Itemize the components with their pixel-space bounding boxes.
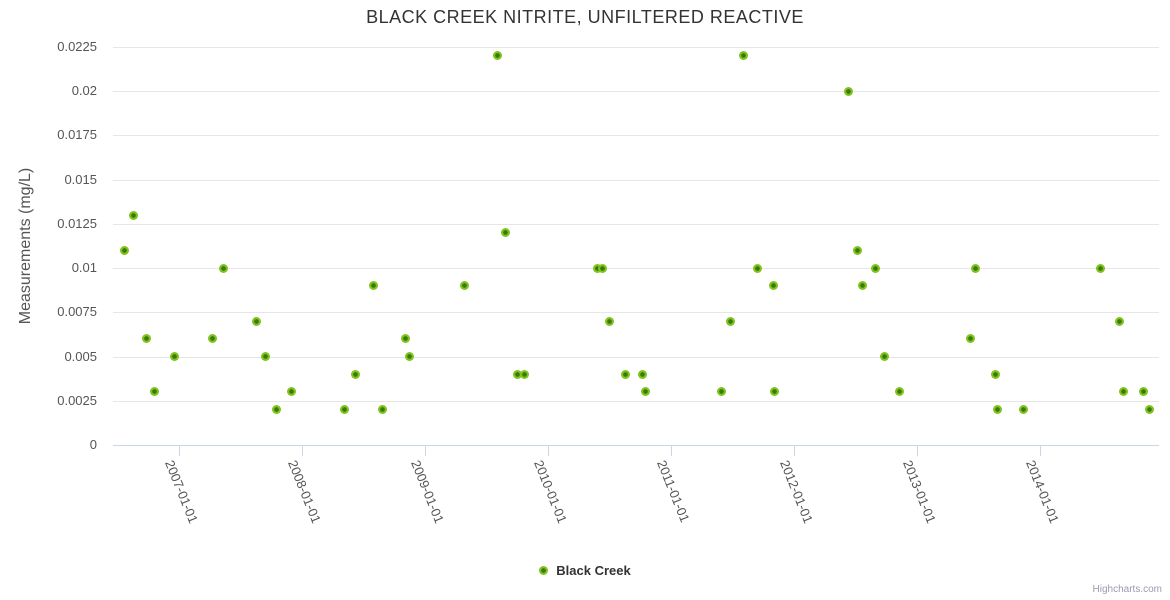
x-axis-label: 2011-01-01 bbox=[654, 458, 693, 525]
data-point[interactable] bbox=[520, 369, 530, 379]
data-point[interactable] bbox=[404, 352, 414, 362]
x-axis-tick bbox=[548, 446, 550, 456]
y-gridline bbox=[113, 135, 1159, 137]
data-point[interactable] bbox=[592, 263, 602, 273]
data-point[interactable] bbox=[512, 369, 522, 379]
data-point[interactable] bbox=[208, 334, 218, 344]
x-axis-tick bbox=[179, 446, 181, 456]
data-point[interactable] bbox=[150, 387, 160, 397]
data-point[interactable] bbox=[870, 263, 880, 273]
data-point[interactable] bbox=[1115, 316, 1125, 326]
data-point[interactable] bbox=[597, 263, 607, 273]
y-axis-label: 0.0075 bbox=[57, 304, 97, 320]
data-point[interactable] bbox=[843, 86, 853, 96]
legend-marker-icon bbox=[539, 566, 549, 575]
data-point[interactable] bbox=[1144, 405, 1154, 415]
data-point[interactable] bbox=[1095, 263, 1105, 273]
data-point[interactable] bbox=[768, 281, 778, 291]
y-gridline bbox=[113, 400, 1159, 402]
x-axis-tick bbox=[671, 446, 673, 456]
x-axis-tick bbox=[425, 446, 427, 456]
y-axis-label: 0.005 bbox=[64, 348, 97, 364]
data-point[interactable] bbox=[895, 387, 905, 397]
data-point[interactable] bbox=[621, 369, 631, 379]
data-point[interactable] bbox=[1019, 405, 1029, 415]
y-gridline bbox=[113, 356, 1159, 358]
y-axis-label: 0.0025 bbox=[57, 392, 97, 408]
data-point[interactable] bbox=[500, 228, 510, 238]
data-point[interactable] bbox=[369, 281, 379, 291]
data-point[interactable] bbox=[252, 316, 262, 326]
data-point[interactable] bbox=[339, 405, 349, 415]
x-axis-tick bbox=[302, 446, 304, 456]
y-gridline bbox=[113, 47, 1159, 48]
y-axis-label: 0.02 bbox=[71, 83, 97, 99]
data-point[interactable] bbox=[769, 387, 779, 397]
data-point[interactable] bbox=[460, 281, 470, 291]
chart-title: BLACK CREEK NITRITE, UNFILTERED REACTIVE bbox=[366, 7, 804, 27]
data-point[interactable] bbox=[640, 387, 650, 397]
data-point[interactable] bbox=[993, 405, 1003, 415]
legend-item[interactable]: Black Creek bbox=[0, 563, 1170, 578]
data-point[interactable] bbox=[858, 281, 868, 291]
y-gridline bbox=[113, 179, 1159, 181]
data-point[interactable] bbox=[716, 387, 726, 397]
data-point[interactable] bbox=[752, 263, 762, 273]
y-axis-label: 0.015 bbox=[64, 171, 97, 187]
y-axis-label: 0.0225 bbox=[57, 39, 97, 54]
data-point[interactable] bbox=[1138, 387, 1148, 397]
x-axis-label: 2013-01-01 bbox=[899, 458, 939, 526]
x-axis-label: 2008-01-01 bbox=[285, 458, 325, 526]
x-axis-label: 2012-01-01 bbox=[777, 458, 816, 526]
data-point[interactable] bbox=[169, 352, 179, 362]
data-point[interactable] bbox=[377, 405, 387, 415]
data-point[interactable] bbox=[725, 316, 735, 326]
data-point[interactable] bbox=[971, 263, 981, 273]
y-axis-title: Measurements (mg/L) bbox=[17, 167, 34, 325]
data-point[interactable] bbox=[401, 334, 411, 344]
y-axis-label: 0.01 bbox=[71, 260, 97, 276]
data-point[interactable] bbox=[119, 245, 129, 255]
data-point[interactable] bbox=[638, 369, 648, 379]
x-axis-label: 2007-01-01 bbox=[162, 458, 202, 526]
data-point[interactable] bbox=[880, 352, 890, 362]
data-point[interactable] bbox=[141, 334, 151, 344]
data-point[interactable] bbox=[129, 210, 139, 220]
x-axis-label: 2014-01-01 bbox=[1022, 458, 1062, 526]
data-point[interactable] bbox=[493, 51, 503, 61]
highcharts-credit-link[interactable]: Highcharts.com bbox=[1092, 584, 1162, 595]
data-point[interactable] bbox=[350, 369, 360, 379]
y-gridline bbox=[113, 223, 1159, 225]
x-axis-label: 2010-01-01 bbox=[531, 458, 571, 526]
data-point[interactable] bbox=[739, 51, 749, 61]
data-point[interactable] bbox=[1118, 387, 1128, 397]
data-point[interactable] bbox=[966, 334, 976, 344]
data-point[interactable] bbox=[605, 316, 615, 326]
data-point[interactable] bbox=[286, 387, 296, 397]
x-axis-tick bbox=[916, 446, 918, 456]
y-gridline bbox=[113, 312, 1159, 314]
y-gridline bbox=[113, 91, 1159, 93]
y-axis-label: 0.0125 bbox=[57, 215, 97, 231]
x-axis-tick bbox=[1039, 446, 1041, 456]
legend-series-label: Black Creek bbox=[556, 563, 631, 578]
data-point[interactable] bbox=[991, 369, 1001, 379]
x-axis-tick bbox=[793, 446, 795, 456]
data-point[interactable] bbox=[271, 405, 281, 415]
y-axis-label: 0 bbox=[89, 437, 97, 452]
x-axis-label: 2009-01-01 bbox=[408, 458, 448, 526]
data-point[interactable] bbox=[219, 263, 229, 273]
y-axis-label: 0.0175 bbox=[57, 127, 97, 143]
data-point[interactable] bbox=[853, 245, 863, 255]
plot-area bbox=[113, 47, 1159, 446]
data-point[interactable] bbox=[260, 352, 270, 362]
y-gridline bbox=[113, 268, 1159, 270]
